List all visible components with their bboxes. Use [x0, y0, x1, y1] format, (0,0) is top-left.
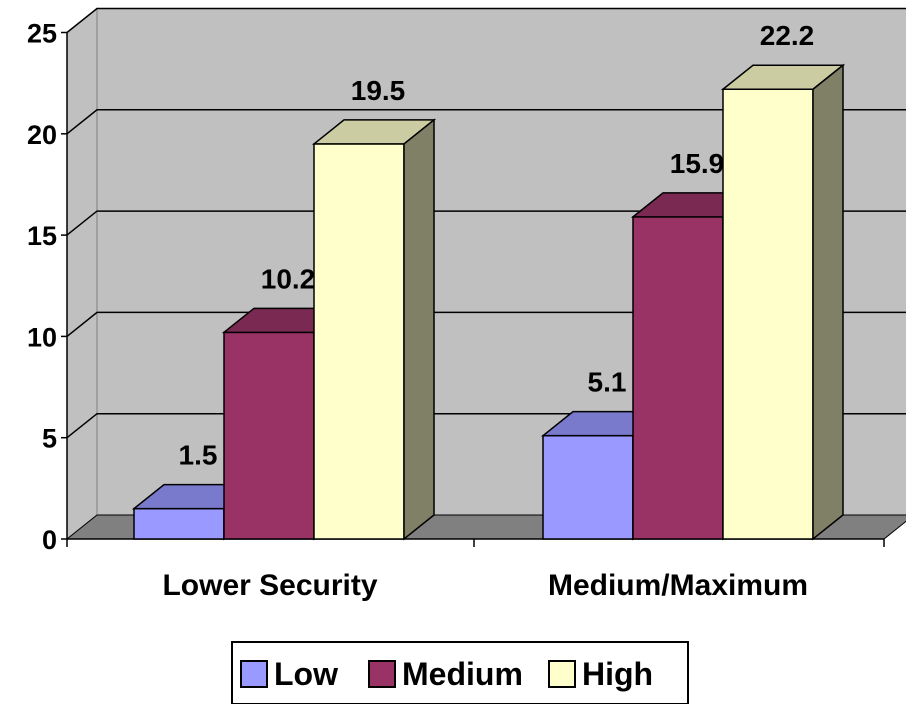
legend-swatch: [368, 660, 396, 688]
y-tick-label: 5: [42, 424, 57, 454]
gridline: [66, 109, 906, 135]
y-tick-label: 15: [27, 221, 57, 251]
legend-item-low: Low: [240, 656, 338, 692]
legend-item-medium: Medium: [368, 656, 523, 692]
y-tick-label: 10: [27, 322, 57, 352]
axes: 0 5 10 15 20 25 Lower Security Medium/Maximum: [27, 19, 885, 602]
bar-front: [632, 216, 724, 540]
legend-label: High: [582, 656, 653, 692]
bar-front: [223, 331, 315, 540]
data-label: 19.5: [351, 75, 406, 106]
data-label: 1.5: [179, 440, 218, 471]
bar-front: [722, 88, 814, 540]
data-label: 10.2: [261, 263, 316, 294]
data-labels: 1.5 10.2 19.5 5.1 15.9 22.2: [179, 20, 815, 470]
data-label: 15.9: [670, 148, 725, 179]
y-tick-label: 0: [42, 525, 57, 555]
legend-swatch: [240, 660, 268, 688]
side-wall: [66, 7, 98, 541]
category-label: Lower Security: [162, 569, 377, 602]
bar-side: [403, 118, 435, 541]
legend-label: Low: [274, 656, 338, 692]
legend-swatch: [548, 660, 576, 688]
bar-side: [812, 63, 844, 541]
gridline: [66, 7, 906, 34]
bar-front: [133, 507, 225, 540]
bars: [131, 63, 846, 541]
bar-high: [311, 118, 437, 541]
legend-item-high: High: [548, 656, 653, 692]
bar-front: [542, 434, 634, 540]
data-label: 5.1: [588, 367, 627, 398]
legend: Low Medium High: [231, 641, 689, 704]
bar-high: [720, 63, 846, 541]
legend-box: [231, 641, 689, 704]
y-tick-label: 20: [27, 120, 57, 150]
bar-front: [313, 143, 405, 540]
legend-label: Medium: [402, 656, 523, 692]
y-tick-label: 25: [27, 19, 57, 49]
data-label: 22.2: [760, 20, 815, 51]
category-label: Medium/Maximum: [548, 569, 808, 602]
